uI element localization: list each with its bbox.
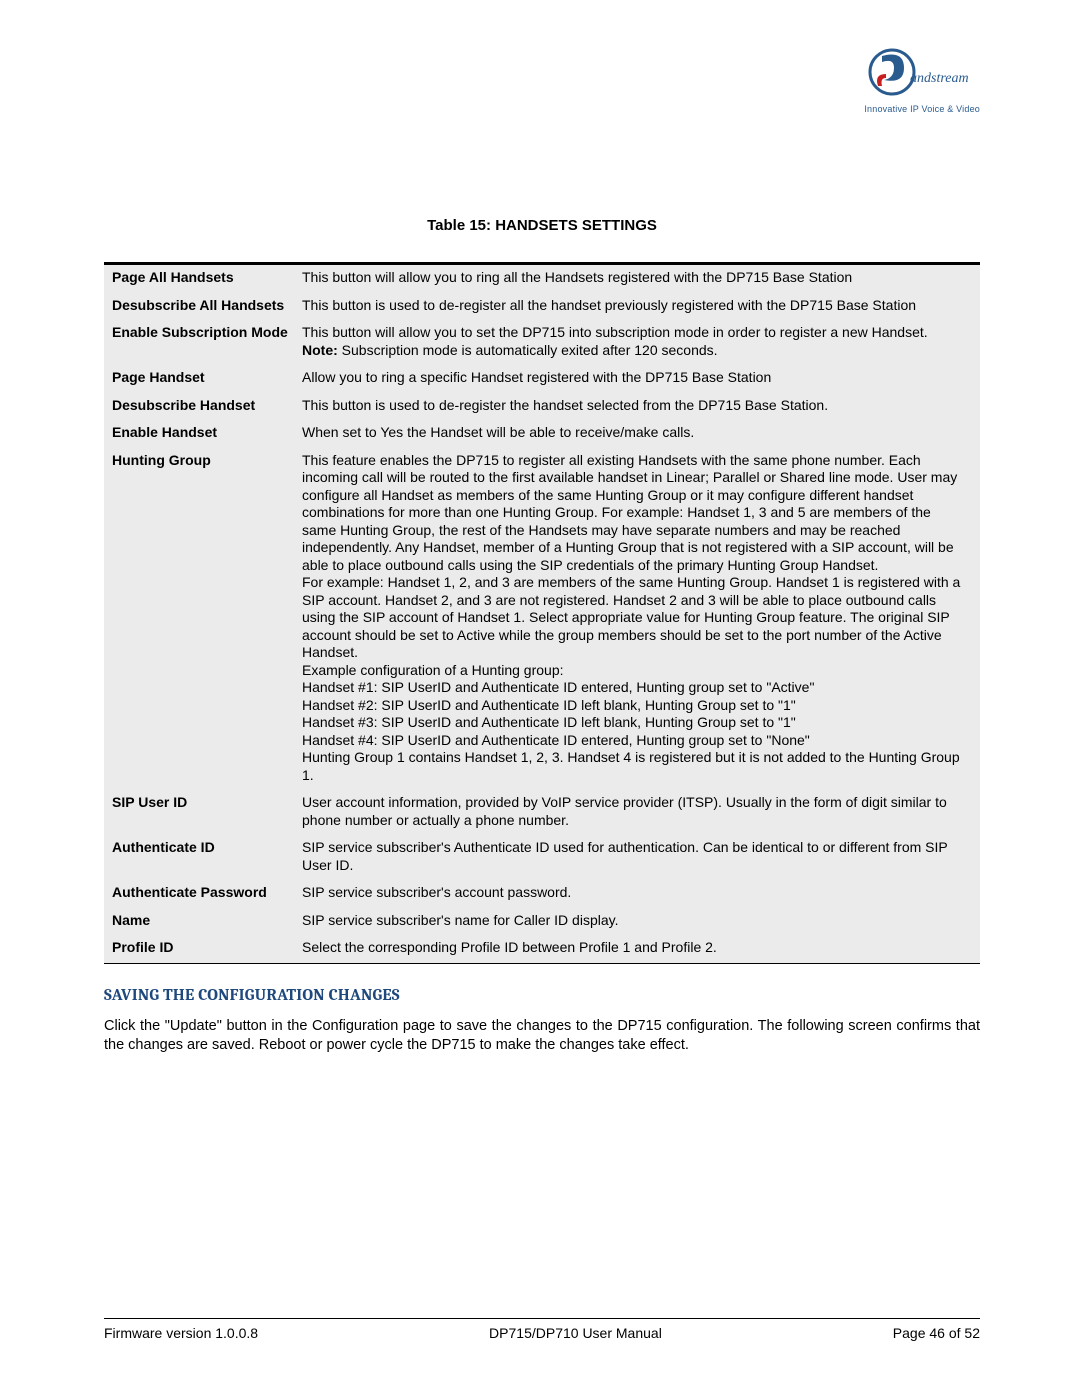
setting-description: SIP service subscriber's account passwor… xyxy=(296,880,980,908)
section-heading: SAVING THE CONFIGURATION CHANGES xyxy=(104,986,980,1005)
handsets-settings-table: Page All HandsetsThis button will allow … xyxy=(104,262,980,964)
section-body: Click the "Update" button in the Configu… xyxy=(104,1017,980,1056)
table-row: Authenticate IDSIP service subscriber's … xyxy=(104,835,980,880)
setting-label: Enable Subscription Mode xyxy=(104,320,296,365)
table-row: SIP User IDUser account information, pro… xyxy=(104,790,980,835)
table-row: Desubscribe All HandsetsThis button is u… xyxy=(104,293,980,321)
note-label: Note: xyxy=(302,342,342,358)
setting-description: This button is used to de-register the h… xyxy=(296,393,980,421)
setting-label: Page Handset xyxy=(104,365,296,393)
table-row: Page HandsetAllow you to ring a specific… xyxy=(104,365,980,393)
table-title: Table 15: HANDSETS SETTINGS xyxy=(104,217,980,234)
setting-description: User account information, provided by Vo… xyxy=(296,790,980,835)
setting-label: Enable Handset xyxy=(104,420,296,448)
svg-text:andstream: andstream xyxy=(910,71,969,86)
footer-left: Firmware version 1.0.0.8 xyxy=(104,1325,258,1341)
setting-label: Page All Handsets xyxy=(104,264,296,293)
table-row: Profile IDSelect the corresponding Profi… xyxy=(104,935,980,963)
logo-tagline: Innovative IP Voice & Video xyxy=(864,104,980,114)
logo-area: andstream Innovative IP Voice & Video xyxy=(104,44,980,117)
table-row: Hunting GroupThis feature enables the DP… xyxy=(104,448,980,791)
table-row: Enable HandsetWhen set to Yes the Handse… xyxy=(104,420,980,448)
setting-label: SIP User ID xyxy=(104,790,296,835)
table-row: Page All HandsetsThis button will allow … xyxy=(104,264,980,293)
setting-label: Desubscribe Handset xyxy=(104,393,296,421)
table-row: Desubscribe HandsetThis button is used t… xyxy=(104,393,980,421)
table-row: Enable Subscription ModeThis button will… xyxy=(104,320,980,365)
setting-label: Desubscribe All Handsets xyxy=(104,293,296,321)
table-row: NameSIP service subscriber's name for Ca… xyxy=(104,908,980,936)
setting-description: This button is used to de-register all t… xyxy=(296,293,980,321)
setting-description: SIP service subscriber's name for Caller… xyxy=(296,908,980,936)
table-row: Authenticate PasswordSIP service subscri… xyxy=(104,880,980,908)
setting-label: Profile ID xyxy=(104,935,296,963)
page-footer: Firmware version 1.0.0.8 DP715/DP710 Use… xyxy=(104,1318,980,1341)
footer-center: DP715/DP710 User Manual xyxy=(489,1325,662,1341)
setting-description: SIP service subscriber's Authenticate ID… xyxy=(296,835,980,880)
setting-label: Name xyxy=(104,908,296,936)
setting-label: Hunting Group xyxy=(104,448,296,791)
setting-description: Allow you to ring a specific Handset reg… xyxy=(296,365,980,393)
setting-description: This feature enables the DP715 to regist… xyxy=(296,448,980,791)
setting-label: Authenticate ID xyxy=(104,835,296,880)
setting-description: This button will allow you to ring all t… xyxy=(296,264,980,293)
setting-label: Authenticate Password xyxy=(104,880,296,908)
grandstream-logo-icon: andstream xyxy=(864,44,974,102)
footer-right: Page 46 of 52 xyxy=(893,1325,980,1341)
setting-description: When set to Yes the Handset will be able… xyxy=(296,420,980,448)
brand-logo: andstream Innovative IP Voice & Video xyxy=(864,44,980,114)
setting-description: This button will allow you to set the DP… xyxy=(296,320,980,365)
setting-description: Select the corresponding Profile ID betw… xyxy=(296,935,980,963)
